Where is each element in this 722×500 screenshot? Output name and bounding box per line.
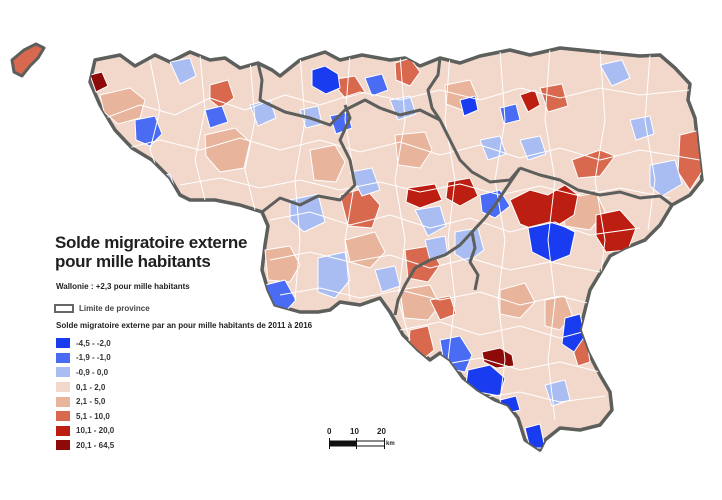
legend-label: -1,9 - -1,0 [76,353,111,363]
legend-label: -0,9 - 0,0 [76,367,109,377]
legend-label: 10,1 - 20,0 [76,426,115,436]
legend-swatch [56,411,70,422]
province-swatch [54,304,74,314]
legend-item: 0,1 - 2,0 [56,380,114,395]
legend-item: -0,9 - 0,0 [56,365,114,380]
legend-item: 10,1 - 20,0 [56,424,114,439]
legend-label: 20,1 - 64,5 [76,440,115,450]
scale-unit: km [386,441,395,447]
legend-swatch [56,440,70,451]
title-line-2: pour mille habitants [55,252,211,271]
legend-item: 2,1 - 5,0 [56,394,114,409]
scale-tick-10: 10 [350,427,359,436]
map-subtitle: Wallonie : +2,3 pour mille habitants [56,282,190,291]
scale-tick-0: 0 [327,427,332,436]
legend-item: 5,1 - 10,0 [56,409,114,424]
legend-swatch [56,352,70,363]
legend-item: 20,1 - 64,5 [56,438,114,453]
legend-swatch [56,382,70,393]
legend: -4,5 - -2,0 -1,9 - -1,0 -0,9 - 0,0 0,1 -… [56,336,114,453]
legend-title: Solde migratoire externe par an pour mil… [56,321,313,330]
title-line-1: Solde migratoire externe [55,233,248,252]
legend-label: 0,1 - 2,0 [76,382,106,392]
legend-swatch [56,396,70,407]
legend-label: 2,1 - 5,0 [76,397,106,407]
legend-swatch [56,367,70,378]
scale-bar-graphic [329,438,385,449]
map-title: Solde migratoire externe pour mille habi… [55,233,247,271]
legend-label: 5,1 - 10,0 [76,411,110,421]
scale-bar: 0 10 20 km [325,427,405,457]
province-legend: Limite de province [54,304,150,314]
legend-item: -4,5 - -2,0 [56,336,114,351]
legend-swatch [56,425,70,436]
scale-tick-20: 20 [377,427,386,436]
legend-swatch [56,338,70,349]
legend-label: -4,5 - -2,0 [76,338,111,348]
legend-item: -1,9 - -1,0 [56,351,114,366]
province-label: Limite de province [79,304,150,313]
